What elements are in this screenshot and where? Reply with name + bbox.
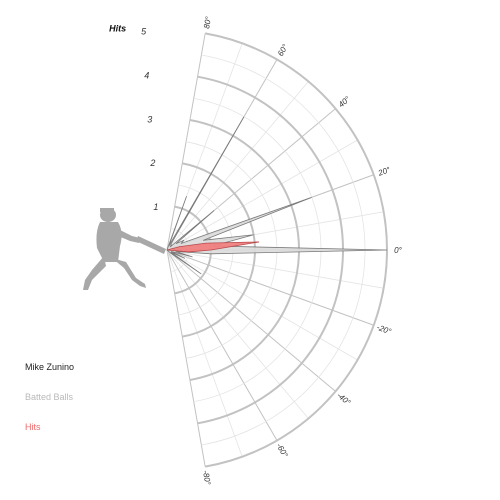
angle-tick-label: -80° bbox=[201, 470, 213, 487]
r-tick-label: 2 bbox=[149, 158, 155, 168]
angle-tick-label: -60° bbox=[274, 442, 290, 460]
chart-series bbox=[166, 116, 388, 275]
angle-tick-label: 60° bbox=[276, 42, 290, 58]
silhouette-part bbox=[100, 208, 114, 212]
legend-player-name: Mike Zunino bbox=[25, 362, 75, 372]
angle-tick-label: 80° bbox=[202, 15, 213, 29]
r-tick-label: 4 bbox=[144, 70, 149, 80]
r-tick-label: 3 bbox=[147, 114, 152, 124]
series-batted-balls bbox=[166, 116, 388, 275]
silhouette-part bbox=[112, 258, 146, 288]
silhouette-part bbox=[136, 236, 166, 254]
legend-hits: Hits bbox=[25, 422, 41, 432]
angle-tick-label: 40° bbox=[337, 94, 353, 109]
angle-tick-label: -20° bbox=[375, 323, 393, 337]
r-tick-label: 1 bbox=[153, 202, 158, 212]
legend-batted-balls: Batted Balls bbox=[25, 392, 74, 402]
angle-tick-label: 0° bbox=[394, 246, 402, 255]
r-tick-label: 5 bbox=[141, 27, 147, 37]
silhouette-part bbox=[96, 222, 122, 262]
batter-silhouette-icon bbox=[83, 208, 166, 290]
silhouette-part bbox=[116, 228, 140, 243]
silhouette-part bbox=[83, 256, 106, 290]
r-axis-title: Hits bbox=[109, 24, 126, 34]
angle-tick-label: 20° bbox=[376, 165, 392, 178]
series-hits bbox=[166, 241, 260, 253]
angle-tick-label: -40° bbox=[335, 391, 353, 408]
